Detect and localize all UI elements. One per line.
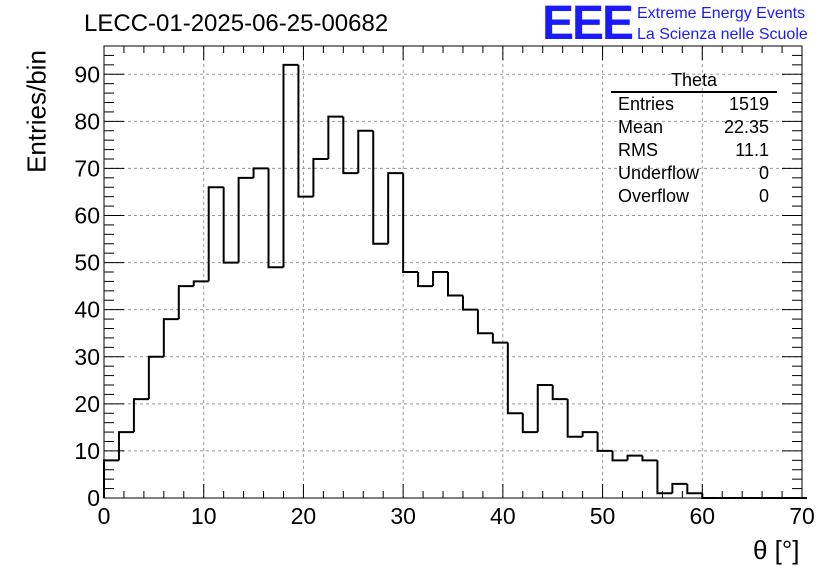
histogram-bin [162,318,179,357]
histogram-bin [641,455,658,462]
stats-label: Entries [618,94,675,114]
histogram-bin [372,130,389,245]
y-tick-label: 40 [74,297,100,323]
stats-row-entries: Entries 1519 [611,93,777,116]
y-tick-label: 80 [74,108,100,134]
histogram-bin [267,168,284,269]
histogram-bin [686,483,703,495]
y-tick-label: 30 [74,344,100,370]
histogram-bin [402,173,419,273]
logo-line-2: La Scienza nelle Scuole [637,26,808,43]
stats-value: 0 [758,163,769,183]
histogram-bin [252,167,269,178]
histogram-bin [327,115,344,159]
stats-box: Theta Entries 1519 Mean 22.35 RMS 11.1 U… [611,70,777,208]
histogram-bin [177,285,194,320]
stats-row-overflow: Overflow 0 [611,185,777,208]
histogram-bin [207,186,224,282]
histogram-bin [342,116,359,175]
logo-caption: Extreme Energy Events La Scienza nelle S… [637,3,808,45]
stats-label: RMS [618,140,658,160]
x-tick-label: 30 [390,503,416,529]
stats-value: 0 [758,186,769,206]
y-tick-label: 10 [74,438,100,464]
histogram-bin [387,172,404,244]
y-tick-label: 0 [87,485,100,511]
histogram-bin [132,398,149,433]
y-axis-label: Entries/bin [21,50,52,173]
stats-row-mean: Mean 22.35 [611,116,777,139]
stats-label: Mean [618,117,664,137]
stats-row-underflow: Underflow 0 [611,162,777,185]
y-tick-label: 50 [74,250,100,276]
histogram-bin [282,63,299,268]
histogram-bin [611,450,628,462]
y-tick-label: 20 [74,391,100,417]
histogram-bin [521,413,538,434]
y-tick-label: 90 [74,61,100,87]
histogram-bin [222,187,239,264]
histogram-bin [447,272,463,297]
x-tick-label: 40 [490,503,516,529]
histogram-bin [566,399,583,438]
stats-value: 1519 [728,94,769,114]
x-tick-label: 20 [291,503,317,529]
histogram-bin [432,271,449,287]
histogram-bin [506,342,523,415]
y-tick-label: 70 [74,155,100,181]
histogram-bin [551,385,568,401]
histogram-bin [192,280,209,287]
histogram-bin [117,431,134,461]
plot-frame [103,45,803,499]
histogram-bin [491,333,508,344]
stats-label: Overflow [618,186,690,206]
histogram-bin [476,309,493,335]
histogram-bin [671,482,688,494]
stats-row-rms: RMS 11.1 [611,139,777,162]
histogram-bin [626,454,643,461]
logo-line-1: Extreme Energy Events [637,5,806,22]
x-tick-label: 0 [98,503,111,529]
histogram-bin [147,355,164,400]
eee-logo: EEE [542,0,634,50]
x-tick-label: 50 [590,503,616,529]
stats-value: 11.1 [735,140,769,160]
chart-title: LECC-01-2025-06-25-00682 [84,10,389,37]
histogram-bin [596,432,613,452]
stats-title: Theta [611,70,777,93]
histogram-bin [312,158,329,197]
histogram-bin [237,176,254,263]
histogram-bin [581,431,598,437]
histogram-bin [536,384,553,433]
histogram-bin [461,295,478,311]
y-tick-label: 60 [74,203,100,229]
x-axis-label: θ [°] [753,535,800,565]
histogram-bin [357,129,374,174]
x-tick-label: 60 [689,503,715,529]
x-tick-label: 70 [789,503,815,529]
histogram-bin [701,493,718,499]
histogram-bin [656,460,673,495]
histogram-bin [417,272,434,288]
stats-label: Underflow [618,163,700,183]
histogram-bin [297,64,314,198]
x-tick-label: 10 [191,503,217,529]
stats-value: 22.35 [723,117,769,137]
